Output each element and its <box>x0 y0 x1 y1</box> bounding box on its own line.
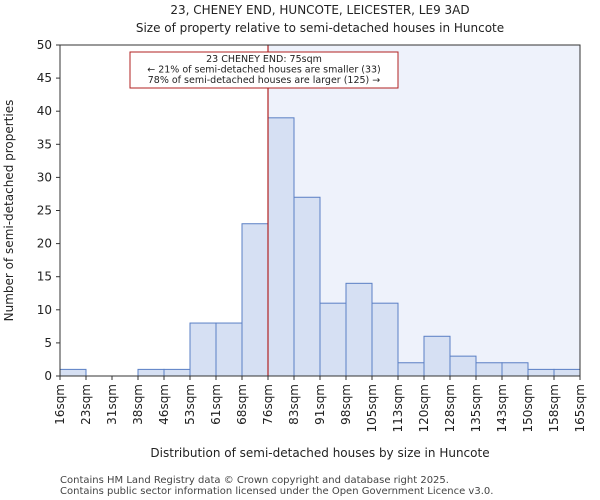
x-tick-label: 120sqm <box>417 384 431 432</box>
annotation-border <box>129 51 399 89</box>
x-axis-label: Distribution of semi-detached houses by … <box>150 446 489 460</box>
x-tick-label: 61sqm <box>209 384 223 425</box>
bar-105sqm <box>371 302 399 377</box>
y-tick-label: 15 <box>37 270 52 284</box>
x-tick-label: 150sqm <box>521 384 535 432</box>
bar-128sqm <box>449 355 477 377</box>
x-tick-label: 53sqm <box>183 384 197 425</box>
bar-68sqm <box>241 223 269 377</box>
chart-subtitle: Size of property relative to semi-detach… <box>136 21 504 35</box>
bar-46sqm <box>163 368 191 377</box>
x-tick-label: 23sqm <box>79 384 93 425</box>
y-tick-label: 0 <box>44 369 52 383</box>
y-tick-label: 45 <box>37 71 52 85</box>
y-tick-label: 25 <box>37 204 52 218</box>
annotation-box: 23 CHENEY END: 75sqm ← 21% of semi-detac… <box>129 51 399 89</box>
chart-title: 23, CHENEY END, HUNCOTE, LEICESTER, LE9 … <box>170 3 469 17</box>
y-axis-ticks: 0 5 10 15 20 25 30 35 40 45 50 <box>37 38 60 383</box>
bar-61sqm <box>215 322 243 377</box>
x-tick-label: 46sqm <box>157 384 171 425</box>
x-tick-label: 68sqm <box>235 384 249 425</box>
bar-16sqm <box>59 368 87 377</box>
x-tick-label: 76sqm <box>261 384 275 425</box>
annotation-line-1: 23 CHENEY END: 75sqm <box>206 54 322 65</box>
x-tick-label: 113sqm <box>391 384 405 432</box>
bar-76sqm <box>267 117 295 377</box>
x-tick-label: 135sqm <box>469 384 483 432</box>
bar-83sqm <box>293 196 321 377</box>
footer-line-2: Contains public sector information licen… <box>60 486 493 497</box>
bar-53sqm <box>189 322 217 377</box>
y-tick-label: 30 <box>37 170 52 184</box>
x-tick-label: 31sqm <box>105 384 119 425</box>
x-tick-label: 105sqm <box>365 384 379 432</box>
x-tick-label: 98sqm <box>339 384 353 425</box>
bar-38sqm <box>137 368 165 377</box>
x-tick-label: 128sqm <box>443 384 457 432</box>
x-tick-label: 165sqm <box>573 384 587 432</box>
x-tick-label: 38sqm <box>131 384 145 425</box>
bar-143sqm <box>501 362 529 377</box>
bars-group <box>59 117 581 377</box>
y-tick-label: 5 <box>44 336 52 350</box>
bar-91sqm <box>319 302 347 377</box>
x-tick-label: 143sqm <box>495 384 509 432</box>
bar-120sqm <box>423 335 451 377</box>
x-tick-label: 158sqm <box>547 384 561 432</box>
y-tick-label: 40 <box>37 104 52 118</box>
annotation-line-2: ← 21% of semi-detached houses are smalle… <box>147 65 381 76</box>
y-axis-label: Number of semi-detached properties <box>2 100 16 322</box>
y-tick-label: 10 <box>37 303 52 317</box>
x-axis-ticks: 16sqm 23sqm 31sqm 38sqm 46sqm 53sqm 61sqm 68sqm… <box>53 376 587 432</box>
bar-113sqm <box>397 362 425 377</box>
annotation-line-3: 78% of semi-detached houses are larger (… <box>148 75 381 86</box>
bar-98sqm <box>345 282 373 377</box>
y-tick-label: 35 <box>37 137 52 151</box>
bar-158sqm <box>553 368 581 377</box>
y-tick-label: 50 <box>37 38 52 52</box>
x-tick-label: 83sqm <box>287 384 301 425</box>
x-tick-label: 16sqm <box>53 384 67 425</box>
y-tick-label: 20 <box>37 237 52 251</box>
bar-150sqm <box>527 368 555 377</box>
footer-line-1: Contains HM Land Registry data © Crown c… <box>60 475 449 486</box>
x-tick-label: 91sqm <box>313 384 327 425</box>
bar-135sqm <box>475 362 503 377</box>
